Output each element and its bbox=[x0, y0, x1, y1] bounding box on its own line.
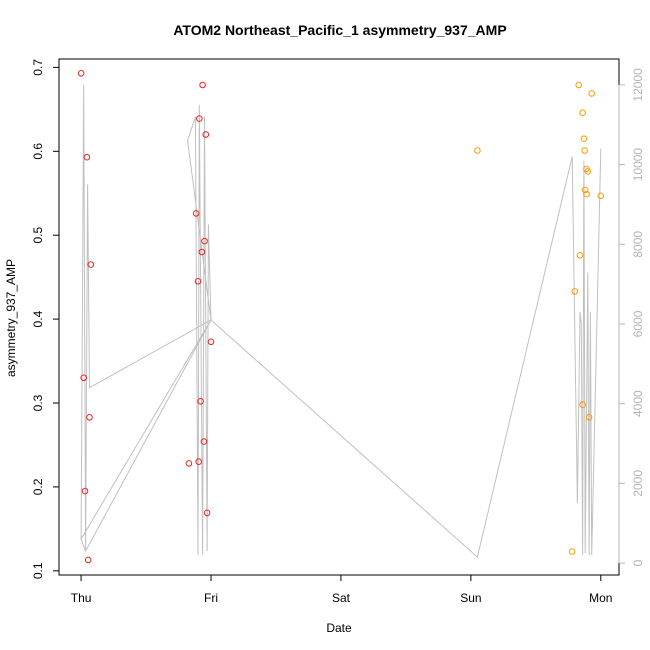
y2-tick-label: 4000 bbox=[631, 390, 645, 417]
x-tick-label: Thu bbox=[71, 591, 92, 605]
y-tick-label: 0.5 bbox=[31, 227, 45, 244]
data-point bbox=[195, 458, 202, 466]
data-point bbox=[87, 261, 95, 268]
data-point bbox=[197, 398, 204, 405]
y2-tick-label: 2000 bbox=[631, 470, 645, 497]
data-point bbox=[584, 168, 592, 175]
data-point bbox=[597, 192, 605, 200]
x-tick-label: Mon bbox=[589, 591, 612, 605]
data-point bbox=[575, 81, 583, 89]
data-point bbox=[571, 288, 579, 295]
data-point bbox=[198, 248, 206, 256]
x-tick-label: Fri bbox=[204, 591, 218, 605]
data-point bbox=[202, 131, 210, 138]
data-point bbox=[583, 190, 590, 198]
y-axis: 0.1 0.2 0.3 0.4 0.5 0.6 0.7 bbox=[31, 59, 60, 579]
data-point bbox=[192, 210, 200, 217]
data-point bbox=[581, 147, 588, 154]
data-point bbox=[201, 237, 208, 245]
data-point bbox=[588, 90, 596, 97]
data-point bbox=[203, 509, 211, 517]
x-axis-label: Date bbox=[326, 621, 352, 635]
y-tick-label: 0.7 bbox=[31, 59, 45, 76]
data-point bbox=[474, 147, 481, 154]
x-axis: Thu Fri Sat Sun Mon bbox=[71, 574, 612, 605]
x-tick-label: Sat bbox=[332, 591, 351, 605]
data-point bbox=[81, 487, 89, 495]
y-tick-label: 0.3 bbox=[31, 394, 45, 411]
y2-tick-label: 8000 bbox=[631, 231, 645, 258]
y2-tick-label: 6000 bbox=[631, 310, 645, 337]
data-point bbox=[84, 556, 92, 564]
x-tick-label: Sun bbox=[460, 591, 481, 605]
data-point bbox=[86, 414, 93, 421]
chart-title: ATOM2 Northeast_Pacific_1 asymmetry_937_… bbox=[173, 22, 506, 38]
y2-axis: 0 2000 4000 6000 8000 10000 12000 bbox=[618, 68, 645, 566]
data-point bbox=[185, 460, 193, 467]
data-point bbox=[581, 186, 589, 194]
data-point bbox=[199, 81, 206, 89]
data-point bbox=[576, 252, 584, 259]
y-tick-label: 0.1 bbox=[31, 562, 45, 579]
data-point bbox=[196, 115, 203, 122]
y-axis-label: asymmetry_937_AMP bbox=[4, 259, 18, 377]
y2-tick-label: 10000 bbox=[631, 148, 645, 182]
data-point bbox=[200, 438, 208, 445]
series-line-right-axis bbox=[80, 84, 602, 559]
data-point bbox=[579, 109, 586, 116]
data-point bbox=[207, 338, 215, 346]
y2-tick-label: 0 bbox=[631, 559, 645, 566]
data-point bbox=[568, 548, 576, 555]
data-point bbox=[83, 153, 91, 161]
data-point bbox=[580, 135, 588, 142]
y-tick-label: 0.6 bbox=[31, 143, 45, 160]
data-point bbox=[80, 374, 87, 382]
y2-tick-label: 12000 bbox=[631, 68, 645, 102]
data-point bbox=[77, 70, 85, 77]
y-tick-label: 0.2 bbox=[31, 478, 45, 495]
line-layer bbox=[80, 84, 602, 559]
data-point bbox=[585, 414, 593, 421]
y-tick-label: 0.4 bbox=[31, 310, 45, 327]
data-point bbox=[579, 401, 586, 409]
points-layer bbox=[77, 70, 605, 564]
data-point bbox=[194, 278, 202, 285]
